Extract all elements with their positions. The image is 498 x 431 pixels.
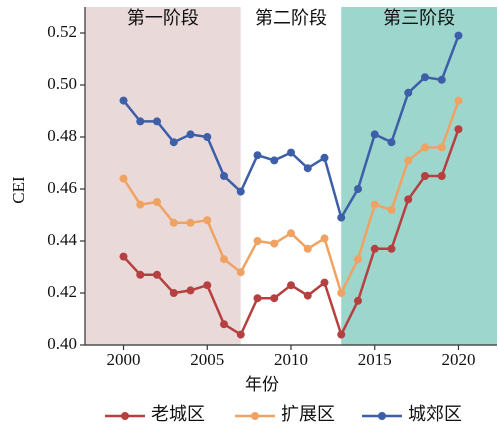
data-point [253,151,262,160]
data-point [119,174,128,183]
x-axis-label: 年份 [245,375,279,394]
data-point [320,153,329,162]
data-point [387,138,396,147]
legend-marker [121,412,129,420]
data-point [169,289,178,297]
data-point [303,291,312,300]
x-tick-label: 2015 [358,350,392,369]
data-point [387,244,396,253]
y-tick-label: 0.50 [47,74,77,93]
data-point [186,130,195,139]
data-point [203,281,212,290]
data-point [153,198,162,206]
data-point [337,289,346,297]
data-point [236,187,245,196]
data-point [404,156,413,165]
data-point [303,244,312,253]
data-point [203,216,212,225]
stage-region [341,7,497,345]
data-point [270,239,279,248]
data-point [320,278,329,287]
x-tick-label: 2005 [190,350,224,369]
data-point [203,133,212,141]
data-point [236,268,245,277]
data-point [287,229,295,238]
legend-label: 老城区 [151,404,205,424]
data-point [337,330,346,339]
data-point [220,320,229,329]
data-point [136,270,145,279]
data-point [303,164,312,173]
data-point [370,244,379,253]
data-point [270,294,279,303]
data-point [387,205,396,214]
data-point [437,75,446,84]
y-tick-label: 0.46 [47,178,77,197]
y-tick-label: 0.48 [47,126,77,145]
data-point [270,156,279,165]
y-tick-label: 0.52 [47,22,77,41]
data-point [420,143,429,152]
data-point [404,195,413,204]
stage-label: 第三阶段 [383,8,455,28]
data-point [220,172,229,180]
data-point [186,286,195,295]
data-point [287,148,295,157]
stage-region [85,7,241,345]
legend-label: 城郊区 [408,404,462,424]
data-point [220,255,229,264]
data-point [320,234,329,243]
data-point [253,294,262,303]
data-point [136,200,145,209]
data-point [169,218,178,227]
data-point [353,255,362,264]
data-point [420,73,429,82]
data-point [287,281,295,290]
data-point [169,138,178,147]
data-point [404,88,413,97]
x-tick-label: 2000 [107,350,141,369]
data-point [437,172,446,180]
x-tick-label: 2010 [274,350,308,369]
data-point [136,117,145,126]
data-point [454,31,463,40]
data-point [454,96,463,105]
y-tick-label: 0.42 [47,282,77,301]
x-tick-label: 2020 [441,350,475,369]
data-point [236,330,245,339]
data-point [420,172,429,180]
legend-label: 扩展区 [281,404,335,424]
stage-region [240,7,342,345]
data-point [337,213,346,222]
y-tick-label: 0.44 [47,230,77,249]
legend-marker [251,412,259,420]
data-point [153,270,162,279]
data-point [437,143,446,152]
data-point [186,218,195,227]
data-point [353,185,362,193]
data-point [454,125,463,134]
data-point [119,252,128,261]
legend-marker [378,412,386,420]
y-tick-label: 0.40 [47,334,77,353]
data-point [370,200,379,209]
stage-label: 第一阶段 [127,8,199,28]
data-point [119,96,128,105]
data-point [370,130,379,139]
stage-label: 第二阶段 [255,8,327,28]
y-axis-label: CEI [9,176,28,204]
data-point [353,296,362,305]
data-point [153,117,162,126]
data-point [253,237,262,245]
